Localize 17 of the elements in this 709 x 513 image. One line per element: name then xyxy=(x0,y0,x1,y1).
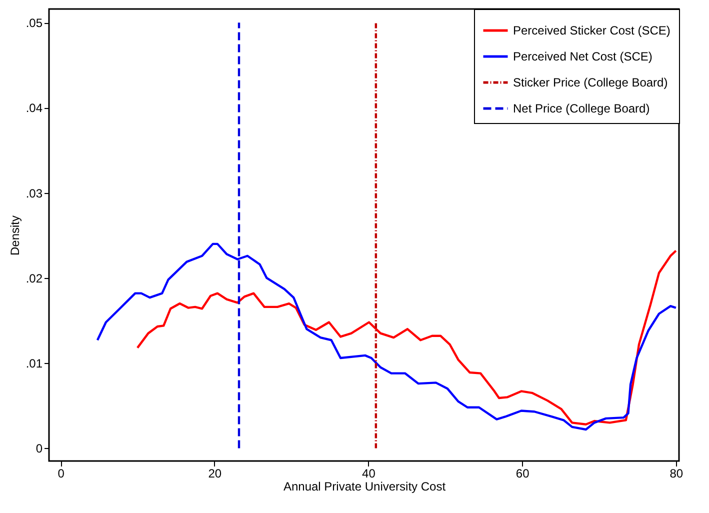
x-axis-title: Annual Private University Cost xyxy=(283,480,446,494)
x-tick-label: 80 xyxy=(670,466,684,480)
legend-label: Perceived Net Cost (SCE) xyxy=(513,50,652,64)
x-tick-label: 60 xyxy=(516,466,530,480)
legend-label: Perceived Sticker Cost (SCE) xyxy=(513,24,670,38)
legend-label: Net Price (College Board) xyxy=(513,102,650,116)
y-tick-label: .05 xyxy=(26,16,43,30)
x-tick-label: 20 xyxy=(208,466,222,480)
legend-label: Sticker Price (College Board) xyxy=(513,76,668,90)
y-tick-label: .04 xyxy=(26,101,43,116)
x-tick-label: 0 xyxy=(58,466,65,480)
y-tick-label: .02 xyxy=(26,271,43,286)
y-tick-label: .01 xyxy=(26,356,43,371)
y-tick-label: 0 xyxy=(36,442,43,456)
y-axis-title: Density xyxy=(8,215,22,256)
y-tick-label: .03 xyxy=(26,186,43,200)
x-tick-label: 40 xyxy=(362,466,376,480)
